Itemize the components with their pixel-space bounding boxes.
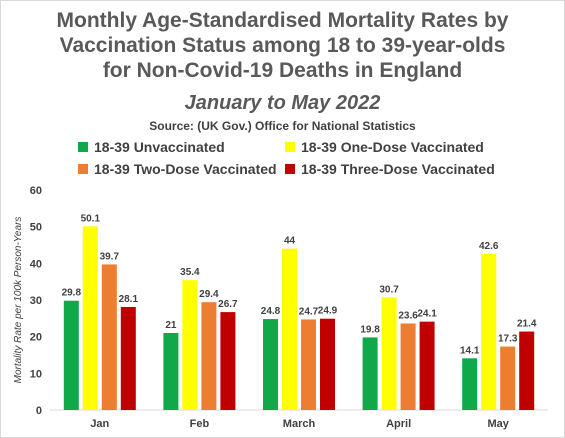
bar — [263, 319, 278, 410]
y-tick-label: 30 — [30, 295, 42, 307]
x-tick-label: March — [283, 418, 316, 430]
legend-label-two-dose: 18-39 Two-Dose Vaccinated — [94, 161, 277, 177]
title-line-2: Vaccination Status among 18 to 39-year-o… — [59, 34, 506, 57]
legend-swatch-one-dose — [285, 142, 295, 152]
legend-swatch-unvaccinated — [78, 142, 88, 152]
data-label: 14.1 — [460, 345, 480, 356]
data-label: 19.8 — [360, 324, 380, 335]
x-tick-label: April — [386, 418, 411, 430]
bar — [163, 333, 179, 410]
y-tick-label: 10 — [30, 368, 42, 380]
chart-subtitle: January to May 2022 — [184, 92, 381, 114]
y-tick-label: 40 — [30, 258, 42, 270]
data-label: 21 — [165, 320, 177, 331]
chart-source: Source: (UK Gov.) Office for National St… — [149, 119, 416, 133]
legend-item-two-dose: 18-39 Two-Dose Vaccinated — [78, 161, 277, 177]
title-line-1: Monthly Age-Standardised Mortality Rates… — [56, 9, 509, 32]
chart-title: Monthly Age-Standardised Mortality Rates… — [0, 8, 565, 83]
x-tick-label: May — [487, 418, 509, 430]
data-label: 24.7 — [299, 306, 319, 317]
legend-label-one-dose: 18-39 One-Dose Vaccinated — [301, 139, 484, 155]
data-label: 17.3 — [498, 334, 518, 345]
data-label: 42.6 — [479, 241, 499, 252]
data-label: 24.1 — [417, 309, 437, 320]
bar — [101, 264, 117, 410]
y-tick-label: 20 — [30, 332, 42, 344]
bar — [400, 323, 416, 410]
legend-item-three-dose: 18-39 Three-Dose Vaccinated — [285, 161, 495, 177]
data-label: 24.9 — [318, 306, 338, 317]
data-label: 39.7 — [100, 251, 120, 262]
title-line-3: for Non-Covid-19 Deaths in England — [102, 59, 463, 82]
bar — [282, 248, 297, 410]
bar — [63, 300, 79, 410]
data-label: 29.8 — [62, 288, 82, 299]
y-tick-label: 50 — [30, 222, 42, 234]
y-tick-label: 60 — [30, 185, 42, 197]
bar — [500, 346, 516, 410]
bar — [419, 321, 435, 410]
data-label: 26.7 — [218, 299, 238, 310]
x-tick-label: Feb — [190, 418, 210, 430]
legend-swatch-three-dose — [285, 164, 295, 174]
data-label: 35.4 — [180, 267, 200, 278]
data-label: 24.8 — [261, 306, 281, 317]
data-label: 30.7 — [379, 284, 399, 295]
y-axis-title: Mortality Rate per 100k Person-Years — [13, 217, 24, 384]
bar — [481, 253, 497, 410]
bar — [301, 319, 316, 410]
bar — [462, 358, 478, 410]
y-tick-label: 0 — [36, 405, 42, 417]
data-label: 23.6 — [398, 310, 418, 321]
data-label: 44 — [284, 236, 296, 247]
legend-swatch-two-dose — [78, 164, 88, 174]
legend-label-three-dose: 18-39 Three-Dose Vaccinated — [301, 161, 495, 177]
data-label: 29.4 — [199, 289, 219, 300]
bar — [381, 297, 397, 410]
data-label: 28.1 — [119, 294, 139, 305]
bar — [82, 226, 98, 410]
bar — [120, 306, 136, 410]
bar — [182, 280, 198, 410]
bar — [320, 318, 335, 410]
bar — [201, 302, 217, 410]
bar — [362, 337, 378, 410]
legend-item-one-dose: 18-39 One-Dose Vaccinated — [285, 139, 484, 155]
legend-label-unvaccinated: 18-39 Unvaccinated — [94, 139, 225, 155]
data-label: 50.1 — [81, 213, 101, 224]
bar — [519, 331, 535, 410]
x-tick-label: Jan — [90, 418, 109, 430]
legend-item-unvaccinated: 18-39 Unvaccinated — [78, 139, 225, 155]
data-label: 21.4 — [517, 319, 537, 330]
bar — [220, 312, 236, 410]
